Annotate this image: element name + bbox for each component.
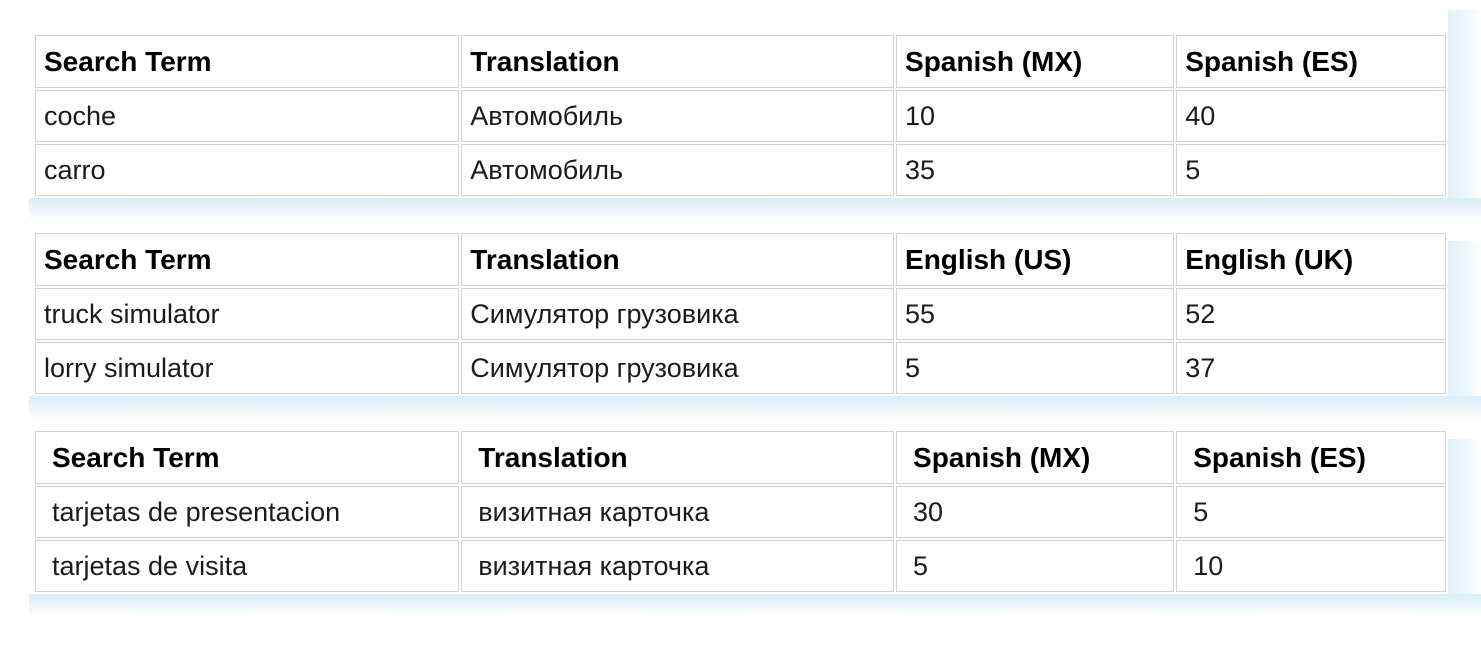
cell-translation: визитная карточка <box>461 486 895 538</box>
column-header-locale-2: Spanish (ES) <box>1176 35 1446 88</box>
cell-volume-1: 30 <box>896 486 1175 538</box>
cell-search-term: coche <box>35 90 460 142</box>
column-header-locale-1: Spanish (MX) <box>896 431 1175 484</box>
cell-search-term: truck simulator <box>35 288 460 340</box>
cell-volume-2: 52 <box>1176 288 1446 340</box>
cell-search-term: tarjetas de presentacion <box>35 486 460 538</box>
column-header-locale-2: Spanish (ES) <box>1176 431 1446 484</box>
table-header-row: Search Term Translation English (US) Eng… <box>35 233 1446 286</box>
cell-translation: Симулятор грузовика <box>461 342 895 394</box>
cell-search-term: carro <box>35 144 460 196</box>
column-header-search-term: Search Term <box>35 233 460 286</box>
column-header-search-term: Search Term <box>35 35 460 88</box>
keyword-table-section-1: Search Term Translation Spanish (MX) Spa… <box>29 0 1481 222</box>
table-header-row: Search Term Translation Spanish (MX) Spa… <box>35 35 1446 88</box>
cell-translation: визитная карточка <box>461 540 895 592</box>
cell-volume-2: 40 <box>1176 90 1446 142</box>
cell-translation: Симулятор грузовика <box>461 288 895 340</box>
cell-volume-2: 10 <box>1176 540 1446 592</box>
column-header-search-term: Search Term <box>35 431 460 484</box>
cell-volume-2: 37 <box>1176 342 1446 394</box>
cell-translation: Автомобиль <box>461 90 895 142</box>
cell-volume-1: 5 <box>896 342 1175 394</box>
cell-translation: Автомобиль <box>461 144 895 196</box>
table-row: lorry simulator Симулятор грузовика 5 37 <box>35 342 1446 394</box>
keyword-table-3: Search Term Translation Spanish (MX) Spa… <box>33 429 1448 594</box>
cell-search-term: lorry simulator <box>35 342 460 394</box>
table-row: coche Автомобиль 10 40 <box>35 90 1446 142</box>
column-header-translation: Translation <box>461 35 895 88</box>
cell-volume-2: 5 <box>1176 144 1446 196</box>
column-header-locale-1: Spanish (MX) <box>896 35 1175 88</box>
keyword-table-section-2: Search Term Translation English (US) Eng… <box>29 231 1481 420</box>
cell-volume-1: 10 <box>896 90 1175 142</box>
keyword-table-2: Search Term Translation English (US) Eng… <box>33 231 1448 396</box>
keyword-table-1: Search Term Translation Spanish (MX) Spa… <box>33 33 1448 198</box>
column-header-translation: Translation <box>461 233 895 286</box>
table-row: tarjetas de visita визитная карточка 5 1… <box>35 540 1446 592</box>
cell-volume-1: 55 <box>896 288 1175 340</box>
cell-search-term: tarjetas de visita <box>35 540 460 592</box>
table-row: truck simulator Симулятор грузовика 55 5… <box>35 288 1446 340</box>
table-header-row: Search Term Translation Spanish (MX) Spa… <box>35 431 1446 484</box>
cell-volume-2: 5 <box>1176 486 1446 538</box>
column-header-translation: Translation <box>461 431 895 484</box>
cell-volume-1: 35 <box>896 144 1175 196</box>
column-header-locale-2: English (UK) <box>1176 233 1446 286</box>
cell-volume-1: 5 <box>896 540 1175 592</box>
table-row: carro Автомобиль 35 5 <box>35 144 1446 196</box>
keyword-table-section-3: Search Term Translation Spanish (MX) Spa… <box>29 429 1481 618</box>
table-row: tarjetas de presentacion визитная карточ… <box>35 486 1446 538</box>
column-header-locale-1: English (US) <box>896 233 1175 286</box>
